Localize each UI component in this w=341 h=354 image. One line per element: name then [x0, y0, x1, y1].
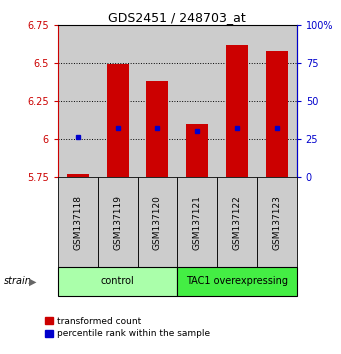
- Bar: [58, 177, 98, 267]
- Bar: [58, 25, 98, 177]
- Bar: [226, 45, 248, 177]
- Bar: [137, 177, 177, 267]
- Bar: [147, 81, 168, 177]
- Bar: [58, 267, 177, 296]
- Bar: [137, 25, 177, 177]
- Bar: [177, 25, 217, 177]
- Bar: [217, 177, 257, 267]
- Text: GSM137122: GSM137122: [233, 195, 241, 250]
- Bar: [266, 51, 288, 177]
- Text: GSM137119: GSM137119: [113, 195, 122, 250]
- Bar: [98, 25, 137, 177]
- Bar: [257, 25, 297, 177]
- Bar: [177, 177, 217, 267]
- Bar: [107, 64, 129, 177]
- Text: strain: strain: [3, 276, 31, 286]
- Bar: [186, 124, 208, 177]
- Text: ▶: ▶: [29, 276, 36, 286]
- Text: GSM137118: GSM137118: [73, 195, 83, 250]
- Bar: [67, 174, 89, 177]
- Legend: transformed count, percentile rank within the sample: transformed count, percentile rank withi…: [45, 316, 210, 338]
- Text: TAC1 overexpressing: TAC1 overexpressing: [186, 276, 288, 286]
- Bar: [98, 177, 137, 267]
- Text: GDS2451 / 248703_at: GDS2451 / 248703_at: [108, 11, 246, 24]
- Text: GSM137123: GSM137123: [272, 195, 281, 250]
- Text: control: control: [101, 276, 134, 286]
- Text: GSM137120: GSM137120: [153, 195, 162, 250]
- Bar: [217, 25, 257, 177]
- Text: GSM137121: GSM137121: [193, 195, 202, 250]
- Bar: [177, 267, 297, 296]
- Bar: [257, 177, 297, 267]
